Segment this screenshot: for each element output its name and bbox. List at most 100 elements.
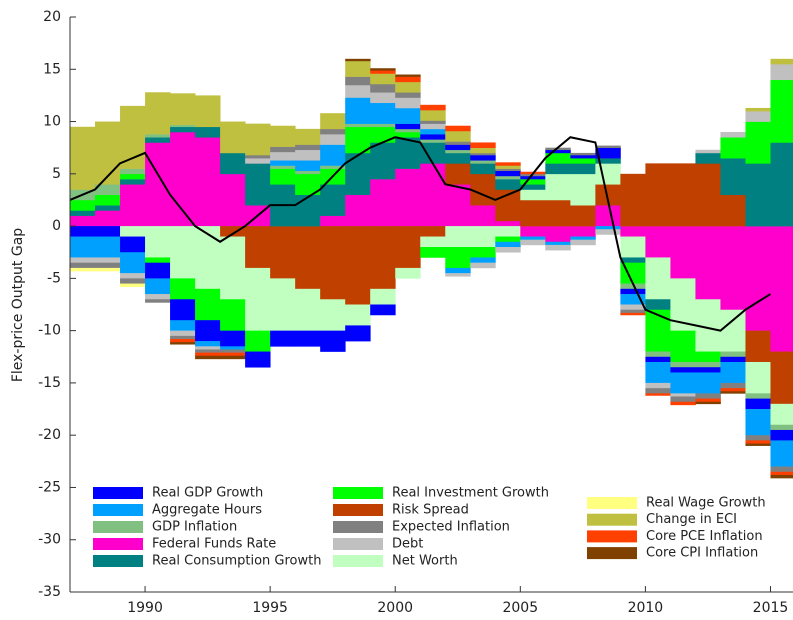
area-segment [495, 179, 521, 190]
area-segment [420, 134, 446, 140]
area-segment [270, 330, 296, 347]
area-segment [195, 226, 221, 290]
area-segment [70, 215, 96, 227]
area-segment [320, 226, 346, 300]
area-segment [395, 132, 421, 138]
area-segment [670, 163, 696, 227]
area-segment [570, 155, 596, 159]
area-segment [270, 278, 296, 331]
legend-label: Debt [392, 537, 423, 552]
area-segment [495, 170, 521, 177]
area-segment [95, 257, 121, 263]
area-segment [620, 283, 646, 290]
legend-swatch [93, 538, 143, 550]
area-segment [195, 355, 221, 360]
legend-swatch [93, 487, 143, 499]
area-segment [545, 147, 571, 151]
area-segment [220, 346, 246, 350]
area-segment [720, 194, 746, 227]
area-segment [720, 132, 746, 138]
area-segment [345, 226, 371, 305]
area-segment [195, 126, 221, 138]
area-segment [470, 205, 496, 227]
area-segment [220, 355, 246, 360]
area-segment [770, 471, 793, 476]
x-tick-label: 2005 [502, 600, 538, 616]
area-segment [95, 267, 121, 272]
area-segment [770, 466, 793, 473]
area-segment [420, 123, 446, 130]
area-segment [595, 147, 621, 159]
area-segment [745, 398, 771, 410]
legend-swatch [93, 521, 143, 533]
area-segment [195, 349, 221, 353]
area-segment [170, 124, 196, 128]
area-segment [270, 151, 296, 161]
area-segment [395, 76, 421, 83]
area-segment [520, 239, 546, 246]
area-segment [295, 160, 321, 171]
area-segment [195, 346, 221, 350]
area-segment [770, 58, 793, 65]
area-segment [495, 241, 521, 248]
area-segment [345, 304, 371, 326]
area-segment [595, 163, 621, 185]
area-segment [170, 299, 196, 321]
area-segment [620, 294, 646, 305]
area-segment [670, 330, 696, 363]
area-segment [745, 111, 771, 122]
x-tick-label: 2010 [628, 600, 664, 616]
area-segment [470, 163, 496, 175]
area-segment [270, 226, 296, 279]
area-segment [645, 362, 671, 384]
area-segment [445, 144, 471, 151]
area-segment [495, 226, 521, 237]
area-segment [745, 107, 771, 112]
y-tick-label: -30 [38, 532, 61, 548]
area-segment [220, 330, 246, 347]
area-segment [495, 247, 521, 253]
area-segment [570, 226, 596, 237]
area-segment [470, 173, 496, 206]
area-segment [245, 163, 271, 206]
area-segment [120, 168, 146, 175]
area-segment [445, 149, 471, 154]
area-segment [670, 226, 696, 279]
area-segment [145, 92, 171, 135]
area-segment [720, 391, 746, 394]
y-tick-label: -20 [38, 427, 61, 443]
area-segment [770, 474, 793, 479]
area-segment [745, 163, 771, 227]
area-segment [95, 184, 121, 196]
x-tick-label: 2015 [753, 600, 789, 616]
area-segment [745, 330, 771, 363]
area-segment [620, 236, 646, 258]
area-segment [220, 299, 246, 331]
y-tick-label: 15 [43, 61, 61, 77]
area-segment [295, 288, 321, 331]
legend-swatch [333, 504, 383, 516]
area-segment [470, 152, 496, 156]
area-segment [120, 173, 146, 180]
area-segment [320, 299, 346, 331]
area-segment [370, 68, 396, 71]
legend-swatch [333, 521, 383, 533]
area-segment [395, 107, 421, 124]
area-segment [120, 226, 146, 237]
area-segment [620, 288, 646, 295]
legend-label: Aggregate Hours [152, 503, 262, 518]
area-segment [120, 273, 146, 279]
area-segment [720, 226, 746, 311]
area-segment [695, 398, 721, 403]
area-segment [770, 226, 793, 352]
area-segment [445, 163, 471, 185]
area-segment [620, 304, 646, 311]
legend-label: Federal Funds Rate [152, 537, 276, 552]
area-segment [270, 160, 296, 166]
area-segment [195, 137, 221, 227]
area-segment [445, 130, 471, 142]
area-segment [345, 97, 371, 124]
area-segment [270, 125, 296, 147]
legend-swatch [333, 538, 383, 550]
area-segment [145, 226, 171, 258]
